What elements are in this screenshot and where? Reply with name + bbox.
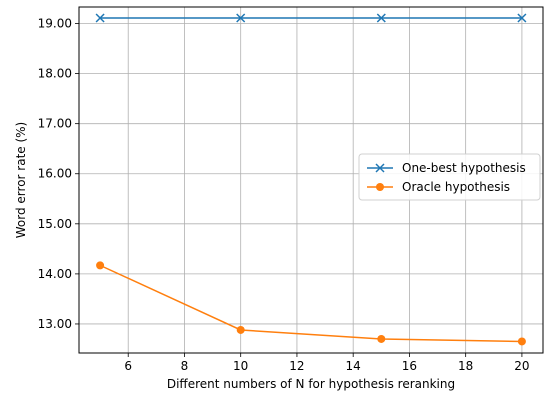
oracle-point — [96, 261, 105, 270]
legend-item-one-best: One-best hypothesis — [367, 161, 526, 175]
axis-ticks: 6 8 10 12 14 16 18 20 13.00 14.00 15.00 16.00 17.00 1… — [38, 17, 530, 373]
x-tick-label: 10 — [233, 359, 248, 373]
x-tick-label: 8 — [181, 359, 189, 373]
y-axis-label: Word error rate (%) — [14, 122, 28, 238]
oracle-point — [377, 334, 386, 343]
oracle-point — [236, 325, 245, 334]
one-best-point — [95, 13, 105, 23]
x-tick-label: 16 — [402, 359, 417, 373]
x-tick-label: 6 — [124, 359, 132, 373]
legend-swatch-marker — [375, 163, 385, 173]
x-tick-label: 14 — [346, 359, 361, 373]
one-best-point — [376, 13, 386, 23]
legend-label: Oracle hypothesis — [402, 180, 510, 194]
y-tick-label: 15.00 — [38, 217, 72, 231]
plot-frame — [78, 6, 544, 354]
oracle-line — [99, 264, 522, 343]
x-axis-label: Different numbers of N for hypothesis re… — [167, 377, 455, 391]
legend-box — [358, 153, 541, 201]
y-tick-label: 16.00 — [38, 167, 72, 181]
legend: One-best hypothesis Oracle hypothesis — [358, 153, 541, 201]
y-tick-label: 18.00 — [38, 67, 72, 81]
y-tick-label: 13.00 — [38, 317, 72, 331]
series-layer — [95, 13, 527, 346]
oracle-point — [517, 337, 526, 346]
y-tick-label: 19.00 — [38, 17, 72, 31]
x-tick-label: 12 — [289, 359, 304, 373]
one-best-point — [236, 13, 246, 23]
y-tick-label: 17.00 — [38, 117, 72, 131]
legend-item-oracle: Oracle hypothesis — [367, 180, 510, 194]
one-best-point — [517, 13, 527, 23]
one-best-series — [95, 13, 527, 23]
x-tick-label: 20 — [514, 359, 529, 373]
legend-label: One-best hypothesis — [402, 161, 526, 175]
x-tick-label: 18 — [458, 359, 473, 373]
y-tick-label: 14.00 — [38, 267, 72, 281]
oracle-series — [96, 261, 526, 346]
legend-swatch-marker — [376, 183, 384, 191]
